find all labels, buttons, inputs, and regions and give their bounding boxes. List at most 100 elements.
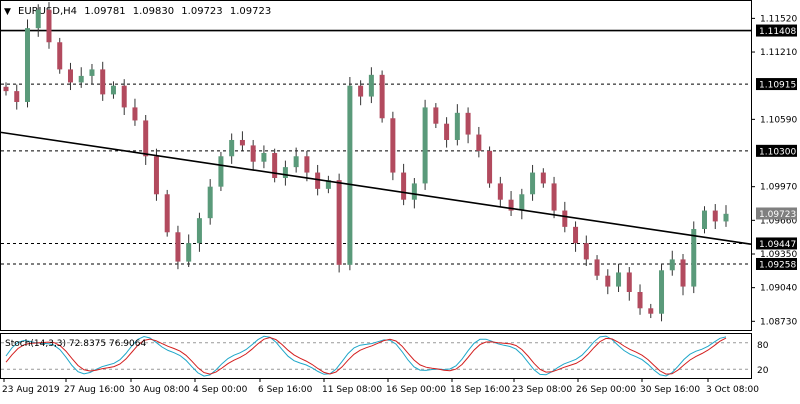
candle-body xyxy=(465,112,471,135)
candle-body xyxy=(347,85,353,265)
candle-body xyxy=(519,194,525,211)
time-tick-label: 30 Sep 16:00 xyxy=(640,385,700,395)
stochastic-level-20: 20 xyxy=(757,366,769,376)
candle-body xyxy=(325,180,331,189)
time-tick-label: 23 Sep 08:00 xyxy=(512,385,572,395)
time-tick-label: 18 Sep 16:00 xyxy=(450,385,510,395)
header-high: 1.09830 xyxy=(133,6,174,17)
candle-body xyxy=(164,194,170,233)
time-tick-label: 6 Sep 16:00 xyxy=(258,385,313,395)
candle-body xyxy=(669,259,675,271)
stochastic-signal-line xyxy=(5,336,727,375)
candle-body xyxy=(3,86,9,92)
level-label-bg xyxy=(756,144,797,157)
candle-body xyxy=(67,69,73,83)
candle-body xyxy=(691,229,697,287)
candle-body xyxy=(487,150,493,184)
candle-body xyxy=(583,243,589,260)
collapse-arrow-icon[interactable]: ▼ xyxy=(4,7,11,17)
price-tick-label: 1.10590 xyxy=(760,115,797,125)
candle-body xyxy=(35,9,41,29)
level-label: 1.09258 xyxy=(759,260,796,270)
candle-body xyxy=(143,120,149,157)
candle-body xyxy=(401,172,407,200)
candle-body xyxy=(551,183,557,211)
candle-body xyxy=(497,183,503,200)
chart-header: ▼ EURUSD,H4 1.09781 1.09830 1.09723 1.09… xyxy=(4,6,271,17)
candle-body xyxy=(121,85,127,108)
candle-body xyxy=(358,85,364,97)
candle-body xyxy=(433,107,439,124)
candle-body xyxy=(648,308,654,314)
candle-body xyxy=(315,172,321,189)
candle-body xyxy=(605,275,611,287)
candle-body xyxy=(282,167,288,178)
level-label: 1.10915 xyxy=(759,81,796,91)
price-tick-label: 1.08730 xyxy=(760,317,797,327)
candle-body xyxy=(207,186,213,219)
candle-body xyxy=(508,199,514,211)
candle-body xyxy=(379,74,385,119)
candle-body xyxy=(336,180,342,265)
stochastic-label: Stoch(14,3,3) 72.8375 76.9064 xyxy=(5,339,146,349)
candle-body xyxy=(626,272,632,292)
level-label-bg xyxy=(756,78,797,91)
candle-body xyxy=(454,112,460,140)
horizontal-levels xyxy=(1,29,751,265)
candle-body xyxy=(422,107,428,184)
time-tick-label: 23 Aug 2019 xyxy=(2,385,60,395)
price-tick-label: 1.11520 xyxy=(760,14,797,24)
candle-body xyxy=(659,270,665,314)
candle-body xyxy=(616,272,622,287)
candle-body xyxy=(712,210,718,222)
candle-body xyxy=(680,259,686,287)
price-tick-label: 1.09350 xyxy=(760,250,797,260)
time-tick-label: 30 Aug 08:00 xyxy=(129,385,190,395)
level-label: 1.11408 xyxy=(759,27,796,37)
candle-body xyxy=(239,139,245,146)
candle-body xyxy=(175,232,181,262)
level-label-bg xyxy=(756,24,797,37)
level-labels: 1.11408 1.10915 1.10300 1.09447 1.09258 1.097… xyxy=(756,24,797,270)
candle-body xyxy=(100,69,106,95)
candle-body xyxy=(14,91,20,102)
candle-body xyxy=(594,259,600,276)
candle-body xyxy=(304,156,310,173)
candles xyxy=(3,2,729,322)
time-tick-label: 16 Sep 00:00 xyxy=(386,385,446,395)
stochastic-level-80: 80 xyxy=(757,341,769,351)
time-tick-label: 27 Aug 16:00 xyxy=(64,385,125,395)
level-label-bg xyxy=(756,257,797,270)
price-axis: 1.11520 1.11210 1.10590 1.09970 1.09660 1.093… xyxy=(751,14,797,327)
candle-body xyxy=(272,153,278,178)
main-panel-frame xyxy=(0,0,752,331)
candle-body xyxy=(293,156,299,168)
candle-body xyxy=(444,123,450,140)
header-low: 1.09723 xyxy=(181,6,222,17)
candle-body xyxy=(229,139,235,157)
time-axis: 23 Aug 2019 27 Aug 16:00 30 Aug 08:00 4 Sep… xyxy=(2,378,759,395)
candle-body xyxy=(540,172,546,184)
candle-body xyxy=(573,226,579,244)
time-tick-label: 4 Sep 00:00 xyxy=(193,385,248,395)
price-tick-label: 1.09970 xyxy=(760,183,797,193)
candle-body xyxy=(218,156,224,187)
svg-text:EURUSD,H4 1.09781: EURUSD,H4 1.09781 1.09830 1.09723 1.0972… xyxy=(18,6,271,17)
candle-body xyxy=(390,118,396,173)
time-tick-label: 3 Oct 08:00 xyxy=(706,385,759,395)
level-label: 1.09447 xyxy=(759,240,796,250)
header-close: 1.09723 xyxy=(230,6,271,17)
current-price-label: 1.09723 xyxy=(759,210,796,220)
candle-body xyxy=(57,42,63,70)
candle-body xyxy=(186,243,192,262)
level-label: 1.10300 xyxy=(759,147,796,157)
stochastic-main-line xyxy=(5,335,727,377)
time-tick-label: 11 Sep 08:00 xyxy=(322,385,382,395)
candle-body xyxy=(89,69,95,76)
candle-body xyxy=(250,145,256,162)
candle-body xyxy=(110,85,116,95)
header-open: 1.09781 xyxy=(84,6,125,17)
candle-body xyxy=(368,74,374,97)
